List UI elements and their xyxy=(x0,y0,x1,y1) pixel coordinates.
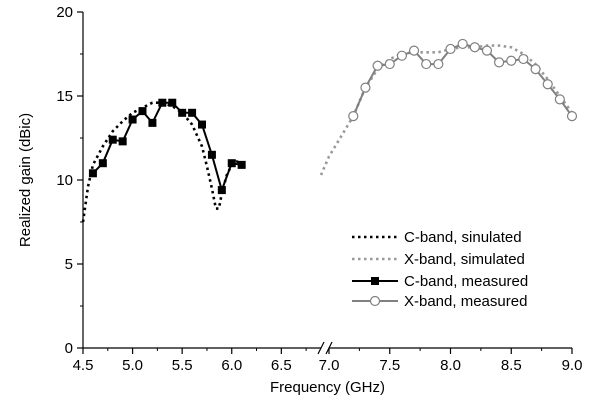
data-point-x-meas xyxy=(518,53,529,65)
data-point-c-meas xyxy=(198,120,206,129)
data-point-x-meas xyxy=(494,57,505,68)
tick-labels: 0 5 10 15 20 4.5 5.0 5.5 6.0 6.5 7.0 7.5 8.0 8.5 9.0 xyxy=(56,4,582,374)
x-tick-label: 6.0 xyxy=(221,357,242,374)
x-tick-label: 5.5 xyxy=(172,357,193,374)
legend-label-c-meas: C-band, measured xyxy=(404,273,528,290)
data-point-x-meas xyxy=(457,38,468,50)
data-point-c-meas xyxy=(188,108,197,117)
data-point-c-meas xyxy=(227,159,236,168)
legend-label-x-sim: X-band, simulated xyxy=(404,251,525,268)
data-point-c-meas xyxy=(158,98,167,107)
data-point-x-meas xyxy=(481,45,493,56)
x-tick-label: 6.5 xyxy=(271,357,292,374)
data-point-x-meas xyxy=(554,94,565,105)
y-tick-label: 15 xyxy=(56,88,73,105)
data-point-c-meas xyxy=(178,108,187,117)
legend-item-x-meas: X-band, measured xyxy=(352,293,527,310)
y-axis-title: Realized gain (dBic) xyxy=(17,113,34,247)
data-point-c-meas xyxy=(128,115,137,124)
data-point-c-meas xyxy=(217,186,226,195)
x-axis-title: Frequency (GHz) xyxy=(270,379,385,396)
data-point-x-meas xyxy=(530,64,541,75)
x-tick-label: 8.5 xyxy=(501,357,522,374)
y-tick-label: 20 xyxy=(56,4,73,21)
y-tick-label: 10 xyxy=(56,172,73,189)
x-tick-label: 9.0 xyxy=(562,357,583,374)
x-tick-label: 8.0 xyxy=(440,357,461,374)
x-tick-label: 7.0 xyxy=(319,357,340,374)
data-point-x-meas xyxy=(445,43,456,55)
data-point-x-meas xyxy=(348,111,359,122)
data-point-x-meas xyxy=(372,60,383,71)
data-point-x-meas xyxy=(396,50,407,61)
data-point-c-meas xyxy=(207,150,216,159)
data-point-c-meas xyxy=(118,137,127,146)
axes-frame xyxy=(77,11,573,355)
legend-marker-c-meas xyxy=(371,277,379,285)
data-point-c-meas xyxy=(98,159,107,168)
axis-break-mark-left xyxy=(317,341,325,355)
data-point-c-meas xyxy=(138,107,147,116)
series-line-2 xyxy=(92,101,242,192)
legend-item-x-sim: X-band, simulated xyxy=(352,251,525,268)
data-point-c-meas xyxy=(148,118,157,127)
y-tick-label: 0 xyxy=(65,340,73,357)
plot-series xyxy=(81,38,578,223)
data-point-x-meas xyxy=(433,58,444,70)
data-point-x-meas xyxy=(542,79,553,90)
series-line-3 xyxy=(352,42,573,117)
data-point-x-meas xyxy=(566,111,578,122)
x-tick-label: 5.0 xyxy=(122,357,143,374)
legend-item-c-meas: C-band, measured xyxy=(352,273,528,290)
data-point-x-meas xyxy=(384,58,395,70)
legend-marker-x-meas xyxy=(369,295,381,307)
legend-label-x-meas: X-band, measured xyxy=(404,293,527,310)
legend-item-c-sim: C-band, sinulated xyxy=(352,229,522,246)
data-point-x-meas xyxy=(360,82,371,93)
data-point-c-meas xyxy=(237,160,246,169)
data-point-x-meas xyxy=(469,42,480,53)
x-tick-label: 4.5 xyxy=(73,357,94,374)
x-tick-label: 7.5 xyxy=(379,357,400,374)
data-point-x-meas xyxy=(506,55,517,66)
data-point-c-meas xyxy=(108,135,117,144)
y-tick-label: 5 xyxy=(65,256,73,273)
data-point-c-meas xyxy=(168,98,177,107)
data-point-x-meas xyxy=(421,58,432,70)
data-point-x-meas xyxy=(408,45,420,56)
legend: C-band, sinulated X-band, simulated C-ba… xyxy=(352,229,528,310)
data-point-c-meas xyxy=(88,169,97,178)
legend-label-c-sim: C-band, sinulated xyxy=(404,229,522,246)
